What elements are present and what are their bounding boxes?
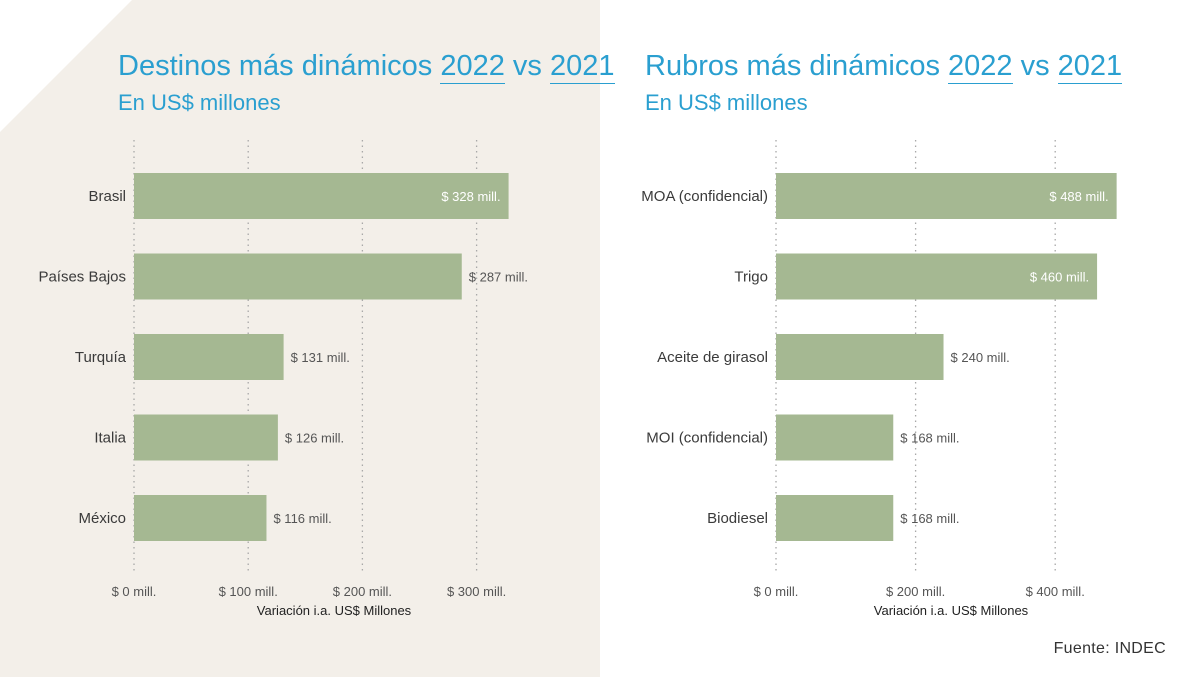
category-label: Trigo	[734, 269, 768, 286]
x-axis-title: Variación i.a. US$ Millones	[257, 603, 412, 618]
bar	[776, 253, 1098, 300]
chart-subtitle: En US$ millones	[645, 90, 808, 115]
category-label: MOI (confidencial)	[646, 430, 768, 447]
title-text: Rubros más dinámicos	[645, 50, 948, 82]
value-label: $ 116 mill.	[273, 511, 331, 526]
title-year-2022: 2022	[948, 50, 1013, 84]
bar	[134, 414, 278, 461]
value-label: $ 240 mill.	[951, 350, 1010, 365]
x-tick-label: $ 300 mill.	[447, 584, 506, 599]
value-label: $ 168 mill.	[900, 431, 959, 446]
category-label: Aceite de girasol	[657, 349, 768, 366]
rubros-chart: Rubros más dinámicos 2022 vs 2021 En US$…	[600, 0, 1200, 677]
left-panel-background	[0, 0, 600, 677]
chart-title: Destinos más dinámicos 2022 vs 2021	[118, 50, 615, 84]
title-text: Destinos más dinámicos	[118, 50, 441, 82]
value-label: $ 131 mill.	[291, 350, 350, 365]
category-label: Turquía	[75, 349, 127, 366]
bar	[776, 414, 894, 461]
chart-title: Rubros más dinámicos 2022 vs 2021	[645, 50, 1123, 84]
rubros-plot: $ 0 mill. $ 200 mill. $ 400 mill. MOA (conf…	[641, 140, 1117, 618]
title-year-2022: 2022	[440, 50, 505, 84]
value-label: $ 328 mill.	[441, 189, 500, 204]
bar	[776, 495, 894, 541]
title-vs: vs	[1012, 50, 1058, 82]
x-tick-label: $ 200 mill.	[886, 584, 945, 599]
x-tick-label: $ 400 mill.	[1026, 584, 1085, 599]
title-vs: vs	[504, 50, 550, 82]
title-year-2021: 2021	[1057, 50, 1123, 84]
category-label: Brasil	[88, 188, 126, 205]
x-tick-label: $ 0 mill.	[112, 584, 157, 599]
category-label: Italia	[94, 430, 126, 447]
source-note: Fuente: INDEC	[1053, 640, 1166, 657]
bar	[134, 334, 284, 380]
bar	[776, 173, 1117, 219]
value-label: $ 460 mill.	[1030, 270, 1089, 285]
x-tick-label: $ 100 mill.	[219, 584, 278, 599]
x-tick-label: $ 0 mill.	[754, 584, 799, 599]
chart-subtitle: En US$ millones	[118, 90, 281, 115]
x-axis-title: Variación i.a. US$ Millones	[874, 603, 1029, 618]
bar	[134, 495, 267, 541]
destinos-chart: Destinos más dinámicos 2022 vs 2021 En U…	[38, 50, 615, 618]
bar	[134, 173, 509, 219]
destinos-plot: $ 0 mill. $ 100 mill. $ 200 mill. $ 300 mil…	[38, 140, 528, 618]
bar	[134, 253, 462, 300]
value-label: $ 126 mill.	[285, 431, 344, 446]
corner-fold-decoration	[0, 0, 132, 132]
category-label: Biodiesel	[707, 510, 768, 527]
title-year-2021: 2021	[549, 50, 615, 84]
value-label: $ 287 mill.	[469, 270, 528, 285]
x-tick-label: $ 200 mill.	[333, 584, 392, 599]
value-label: $ 488 mill.	[1049, 189, 1108, 204]
bar	[776, 334, 944, 380]
value-label: $ 168 mill.	[900, 511, 959, 526]
category-label: México	[78, 510, 126, 527]
category-label: MOA (confidencial)	[641, 188, 768, 205]
category-label: Países Bajos	[38, 269, 126, 286]
